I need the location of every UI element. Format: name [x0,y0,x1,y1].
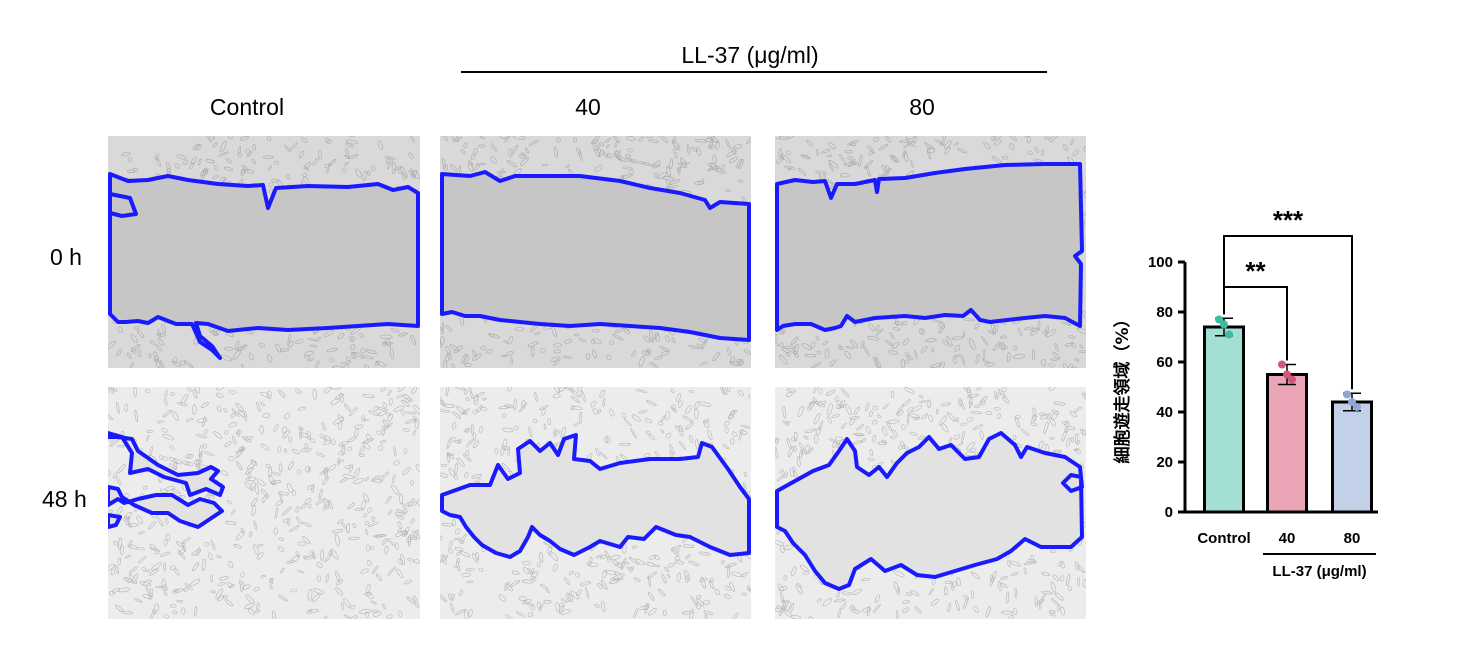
micrograph-80-48h [775,387,1086,619]
row-label-0h: 0 h [50,244,82,270]
y-tick-label-20: 20 [1156,454,1173,471]
x-tick-label-80: 80 [1344,530,1361,547]
data-point-Control-2 [1225,330,1233,339]
bar-chart-svg: 0 20 40 60 80 100 細胞遊走領域（%） Control 40 80 LL-37 (μ… [1112,205,1378,580]
column-label-80: 80 [909,94,935,120]
bar-80 [1331,400,1373,514]
micrograph-40-0h [440,136,751,368]
y-tick-label-0: 0 [1165,504,1173,521]
significance-label-0: ** [1245,256,1266,286]
row-label-48h: 48 h [42,486,87,512]
y-tick-label-100: 100 [1148,254,1173,271]
micrograph-control-0h [108,136,420,368]
treatment-header: LL-37 (μg/ml) [681,42,819,68]
significance-label-1: *** [1273,205,1304,235]
x-tick-label-40: 40 [1279,530,1296,547]
migration-bar-chart: 0 20 40 60 80 100 細胞遊走領域（%） Control 40 80 LL-37 (μ… [1090,196,1468,606]
data-point-80-0 [1343,390,1351,399]
column-label-control: Control [209,94,285,120]
data-point-40-1 [1283,370,1291,379]
data-point-80-1 [1348,398,1356,406]
data-point-Control-0 [1215,315,1223,324]
data-point-40-0 [1278,360,1286,369]
micrograph-40-48h [440,387,751,619]
treatment-header-line [461,71,1047,73]
group-label: LL-37 (μg/ml) [1272,563,1366,580]
column-label-40: 40 [575,94,601,120]
data-point-40-2 [1288,375,1296,384]
y-tick-label-60: 60 [1156,354,1173,371]
micrograph-control-48h [108,387,420,619]
y-tick-label-40: 40 [1156,404,1173,421]
micrograph-80-0h [775,136,1086,368]
bar-Control [1203,325,1245,514]
x-tick-label-Control: Control [1197,530,1250,547]
significance-bracket-1 [1223,235,1353,390]
bar-40 [1266,373,1308,514]
data-point-80-2 [1353,403,1361,411]
data-point-Control-1 [1220,320,1228,329]
y-tick-label-80: 80 [1156,304,1173,321]
y-axis-label: 細胞遊走領域（%） [1112,310,1133,463]
